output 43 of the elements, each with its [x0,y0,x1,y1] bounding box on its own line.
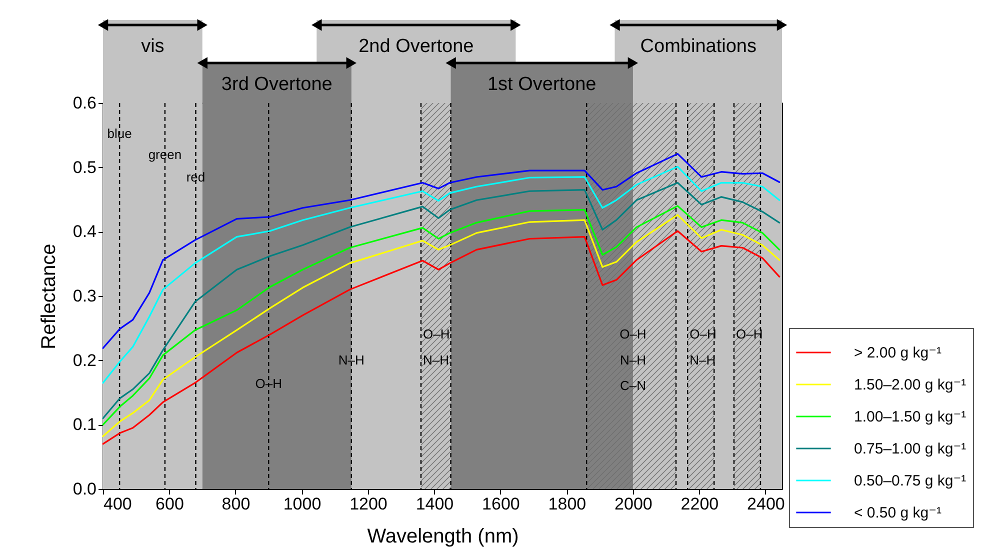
band-label: 1st Overtone [487,74,596,95]
x-axis-title: Wavelength (nm) [367,526,519,548]
y-tick-label: 0.4 [72,222,96,242]
x-tick-label: 400 [104,494,132,514]
annotation: C–N [620,378,646,394]
annotation: N–H [338,352,364,368]
line-series [102,153,780,349]
legend-label: 0.75–1.00 g kg⁻¹ [854,440,966,458]
x-tick-label: 1000 [283,494,322,514]
y-tick-label: 0.6 [72,94,96,112]
annotation: green [148,147,182,162]
annotation: blue [107,126,132,141]
x-tick-label: 2400 [747,494,785,514]
x-tick-label: 2200 [680,494,719,514]
band-label: 3rd Overtone [221,74,332,95]
annotation: O–H [620,326,646,342]
legend-label: < 0.50 g kg⁻¹ [854,504,942,522]
y-tick-label: 0.3 [72,286,96,306]
x-tick-label: 600 [156,494,184,514]
y-tick-label: 0.1 [72,415,96,434]
band-label: 2nd Overtone [358,36,474,57]
legend-label: > 2.00 g kg⁻¹ [854,344,942,362]
y-tick-label: 0.5 [72,158,96,177]
x-tick-label: 1200 [350,494,388,514]
annotation: N–H [422,352,449,368]
x-tick-label: 1400 [416,494,454,514]
x-tick-label: 1600 [482,494,520,514]
y-tick-label: 0.2 [72,350,96,370]
x-tick-label: 2000 [614,494,652,514]
annotation: red [186,170,206,185]
legend-label: 1.50–2.00 g kg⁻¹ [854,376,966,394]
y-tick-label: 0.0 [72,480,96,498]
x-tick-label: 800 [222,494,250,514]
y-axis-title: Reflectance [38,244,60,350]
legend-label: 0.50–0.75 g kg⁻¹ [854,472,966,490]
x-tick-label: 1800 [548,494,586,514]
annotation: O–H [422,326,450,342]
band-label: vis [141,36,164,57]
band-label: Combinations [640,36,756,57]
annotation: O–H [255,376,282,392]
legend-label: 1.00–1.50 g kg⁻¹ [854,408,966,426]
annotation: O–H [690,326,716,342]
annotation: N–H [620,352,646,368]
